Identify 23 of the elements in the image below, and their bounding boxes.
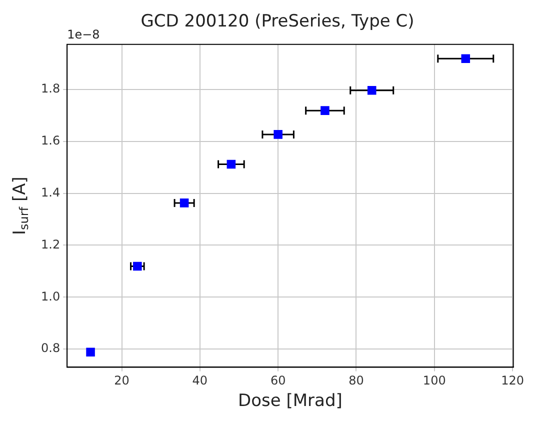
x-tick-label: 40 [192, 374, 208, 388]
x-tick-label: 20 [114, 374, 130, 388]
chart-title: GCD 200120 (PreSeries, Type C) [140, 12, 414, 32]
point [226, 160, 236, 169]
point [274, 130, 282, 139]
y-tick-label: 0.8 [40, 341, 60, 356]
x-axis-title: Dose [Mrad] [238, 391, 342, 412]
point [320, 106, 330, 115]
point [86, 348, 95, 357]
y-tick-label: 1.2 [40, 237, 60, 252]
y-tick-label: 1.4 [40, 185, 60, 200]
x-tick-label: 100 [422, 374, 446, 388]
x-tick-label: 80 [348, 374, 364, 388]
x-tick-label: 60 [270, 374, 286, 388]
x-tick-label: 120 [501, 374, 524, 388]
point [461, 54, 470, 64]
point [367, 86, 376, 95]
point [180, 198, 189, 208]
y-axis-title: Isurf [A] [10, 176, 32, 235]
text: 1e−8 [67, 28, 100, 42]
y-tick-label: 1.6 [40, 134, 60, 148]
y-tick-label: 1.8 [40, 82, 60, 96]
y-tick-label: 1.0 [40, 289, 60, 304]
